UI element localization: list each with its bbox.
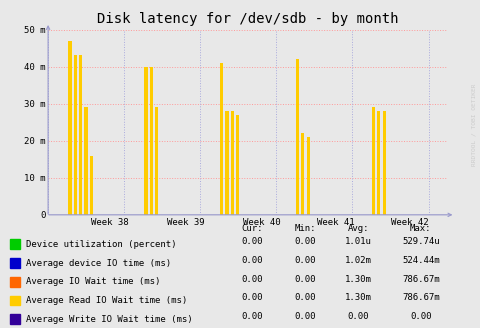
Text: 0.00: 0.00 [241,275,263,284]
Bar [68,41,72,215]
Text: 0.00: 0.00 [241,312,263,321]
Bar [225,111,228,215]
Bar [306,137,309,215]
Text: Cur:: Cur: [241,224,263,233]
Bar [230,111,234,215]
Text: 0.00: 0.00 [241,294,263,302]
Text: 0.00: 0.00 [409,312,431,321]
Text: 0.00: 0.00 [347,312,368,321]
Text: Average Write IO Wait time (ms): Average Write IO Wait time (ms) [26,315,192,324]
Text: RRDTOOL / TOBI OETIKER: RRDTOOL / TOBI OETIKER [470,83,475,166]
Bar [149,67,152,215]
Text: 0.00: 0.00 [294,312,315,321]
Bar [371,107,374,215]
Bar [295,59,299,215]
Text: Min:: Min: [294,224,315,233]
Text: Average device IO time (ms): Average device IO time (ms) [26,258,171,268]
Text: 0.00: 0.00 [294,256,315,265]
Text: 0.00: 0.00 [294,237,315,246]
Text: Max:: Max: [409,224,431,233]
Bar [236,115,239,215]
Text: 0.00: 0.00 [294,275,315,284]
Bar [300,133,304,215]
Bar [84,107,87,215]
Text: 786.67m: 786.67m [401,294,439,302]
Bar [220,63,223,215]
Text: 786.67m: 786.67m [401,275,439,284]
Text: 1.30m: 1.30m [344,275,371,284]
Bar [79,55,82,215]
Bar [89,155,93,215]
Text: Average Read IO Wait time (ms): Average Read IO Wait time (ms) [26,296,187,305]
Text: 0.00: 0.00 [294,294,315,302]
Bar [376,111,380,215]
Bar [144,67,147,215]
Text: 0.00: 0.00 [241,256,263,265]
Text: 1.02m: 1.02m [344,256,371,265]
Text: 524.44m: 524.44m [401,256,439,265]
Text: 529.74u: 529.74u [401,237,439,246]
Bar [382,111,385,215]
Bar [155,107,158,215]
Text: 1.01u: 1.01u [344,237,371,246]
Title: Disk latency for /dev/sdb - by month: Disk latency for /dev/sdb - by month [97,11,397,26]
Bar [73,55,77,215]
Text: 1.30m: 1.30m [344,294,371,302]
Text: Device utilization (percent): Device utilization (percent) [26,240,176,249]
Text: Avg:: Avg: [347,224,368,233]
Text: Average IO Wait time (ms): Average IO Wait time (ms) [26,277,160,286]
Text: 0.00: 0.00 [241,237,263,246]
